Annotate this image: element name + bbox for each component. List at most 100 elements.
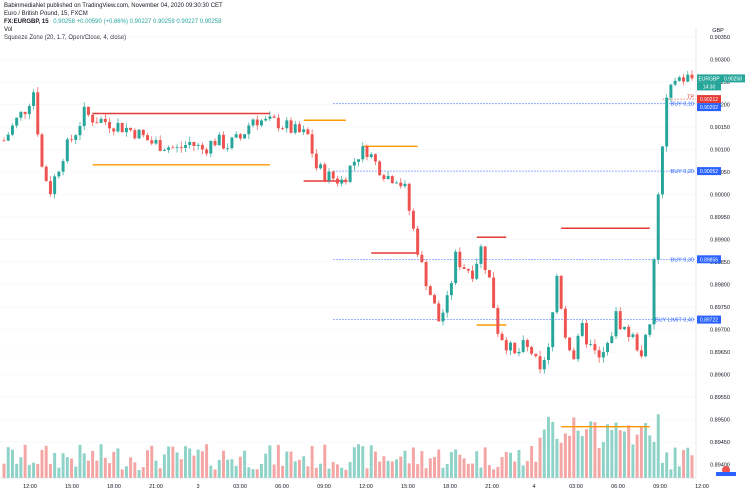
candle-body [538, 356, 542, 370]
candle-body [606, 342, 610, 353]
candle-body [272, 116, 276, 118]
volume-bar [580, 436, 584, 478]
volume-bar [146, 450, 149, 478]
candle-body [306, 129, 310, 135]
currency-label: GBP [712, 28, 724, 34]
volume-bar [648, 435, 652, 478]
candle-body [386, 176, 390, 179]
volume-bar [171, 446, 175, 478]
candle-body [382, 175, 386, 179]
volume-bar [124, 466, 128, 478]
candle-body [665, 97, 669, 147]
candle-body [99, 118, 103, 123]
candle-body [690, 74, 694, 79]
candle-body [289, 120, 293, 133]
time-tick-label: 18:00 [107, 484, 121, 490]
candle-body [458, 251, 462, 268]
ohlc-values: 0.90258 +0.00590 (+0.66%) 0.90227 0.9025… [53, 19, 222, 25]
volume-bar [525, 461, 529, 478]
candle-body [340, 179, 344, 184]
order-annotation: BUY 0,30 [671, 257, 694, 263]
volume-bar [530, 446, 534, 478]
price-axis: GBP0.903500.903000.902500.902000.901500.… [695, 28, 730, 478]
volume-bar [496, 466, 500, 478]
candle-body [213, 140, 217, 146]
candle-body [15, 117, 19, 126]
volume-bar [639, 426, 643, 478]
volume-bar [559, 442, 563, 478]
volume-bar [289, 451, 293, 478]
volume-bar [27, 465, 31, 478]
volume-bar [690, 455, 694, 478]
candle-body [395, 182, 399, 184]
candle-body [222, 134, 225, 149]
candle-body [27, 105, 31, 115]
candle-body [154, 140, 158, 144]
volume-bar [454, 449, 458, 478]
candle-body [509, 342, 512, 351]
volume-bar [226, 459, 230, 478]
volume-bar [78, 444, 82, 478]
volume-bar [572, 417, 576, 478]
candle-body [310, 134, 314, 154]
candle-body [352, 161, 356, 166]
candle-body [188, 142, 192, 146]
order-annotation: BUY 0,20 [671, 169, 694, 175]
candle-body [399, 182, 403, 187]
volume-bar [369, 445, 373, 478]
indicator-label: Squeeze Zone (20, 1.7, Open/Close, 4, cl… [4, 35, 127, 41]
volume-bar [238, 456, 242, 478]
candle-body [610, 336, 614, 343]
volume-bar [487, 465, 491, 478]
volume-bar [23, 444, 27, 478]
time-tick-label: 09:00 [653, 484, 667, 490]
candle-body [378, 161, 382, 176]
candle-body [504, 340, 508, 351]
candle-body [597, 350, 601, 358]
candle-body [255, 119, 259, 126]
volume-bar [500, 457, 504, 478]
candle-body [369, 154, 373, 158]
candle-body [78, 126, 82, 136]
candle-body [129, 127, 133, 131]
price-tick-label: 0.90000 [710, 193, 730, 199]
volume-bar [44, 445, 48, 478]
candle-body [226, 148, 230, 149]
candle-body [449, 283, 453, 296]
candle-body [234, 134, 238, 138]
volume-bar [162, 454, 166, 478]
candle-body [437, 303, 441, 322]
volume-bar [344, 469, 348, 478]
volume-bar [247, 467, 251, 478]
volume-bar [475, 451, 479, 478]
price-tick-label: 0.89500 [710, 418, 730, 424]
candle-body [525, 340, 529, 348]
time-tick-label: 09:00 [317, 484, 331, 490]
volume-bar [340, 467, 344, 478]
volume-bar [601, 441, 605, 478]
candle-body [243, 134, 247, 139]
price-tag-value: 0.90258 [724, 76, 742, 82]
volume-bar [137, 469, 141, 478]
volume-bar [323, 444, 327, 478]
volume-bar [15, 463, 19, 478]
candle-body [618, 311, 622, 330]
volume-bar [660, 462, 664, 478]
candle-body [179, 146, 183, 148]
volume-bar [297, 459, 301, 478]
volume-bar [652, 441, 656, 478]
volume-bar [669, 469, 673, 478]
candle-body [6, 134, 10, 141]
candle-body [65, 139, 69, 162]
candle-body [276, 117, 280, 129]
price-tick-label: 0.90150 [710, 125, 730, 131]
candle-body [133, 130, 137, 139]
candle-body [563, 308, 567, 338]
volume-bar [656, 414, 660, 478]
candle-body [103, 118, 107, 123]
volume-bar [268, 445, 272, 478]
volume-bar [682, 449, 686, 478]
candle-body [162, 149, 166, 151]
candle-body [660, 146, 664, 195]
